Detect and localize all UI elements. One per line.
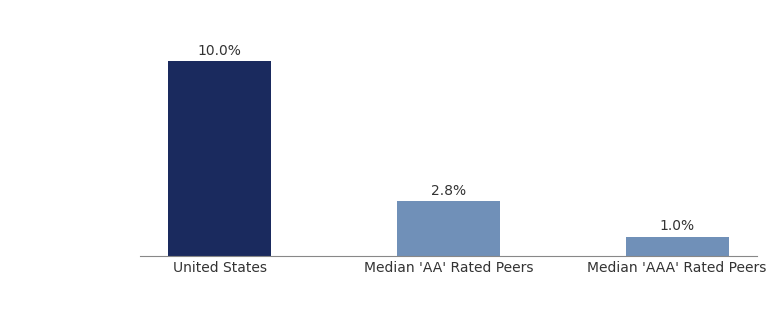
Bar [397,202,500,256]
Text: 10.0%: 10.0% [198,44,242,58]
Text: 1.0%: 1.0% [660,219,695,233]
Text: 2.8%: 2.8% [431,184,466,198]
Bar [626,236,729,256]
Y-axis label: Forecasted Interest
Expense-to-Revenue in 2025 (%): Forecasted Interest Expense-to-Revenue i… [0,25,15,253]
Bar [168,61,271,256]
